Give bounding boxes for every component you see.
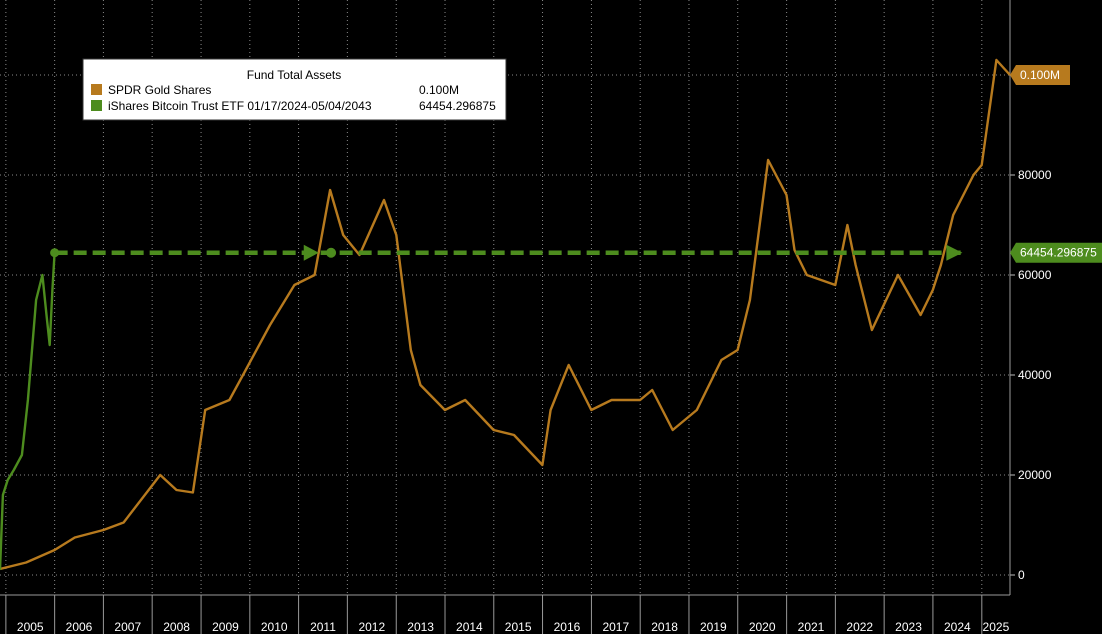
x-tick-label: 2020 — [749, 620, 776, 634]
value-tags: 0.100M 64454.296875 — [1010, 65, 1102, 263]
x-tick-label: 2025 — [983, 620, 1010, 634]
y-tick-label: 60000 — [1018, 268, 1052, 282]
series-layer — [0, 58, 1011, 571]
x-tick-label: 2013 — [407, 620, 434, 634]
gold-last-value-tag: 0.100M — [1020, 68, 1060, 82]
series-line-gold — [0, 58, 1011, 571]
x-tick-label: 2022 — [846, 620, 873, 634]
x-tick-label: 2019 — [700, 620, 727, 634]
legend-entry-bitcoin-value: 64454.296875 — [419, 99, 496, 113]
x-tick-label: 2014 — [456, 620, 483, 634]
x-tick-label: 2005 — [17, 620, 44, 634]
x-tick-label: 2015 — [505, 620, 532, 634]
legend-swatch-bitcoin — [91, 100, 102, 111]
legend-entry-gold-name: SPDR Gold Shares — [108, 83, 211, 97]
dashed-end-arrow — [946, 244, 963, 261]
y-axis: 0 20000 40000 60000 80000 — [1009, 0, 1052, 595]
x-tick-label: 2010 — [261, 620, 288, 634]
x-tick-label: 2017 — [602, 620, 629, 634]
x-tick-label: 2018 — [651, 620, 678, 634]
x-tick-label: 2012 — [358, 620, 385, 634]
x-axis: 2005 2006 2007 2008 2009 2010 2011 2012 2013 2014… — [0, 594, 1010, 634]
x-tick-label: 2011 — [310, 620, 336, 634]
legend-background — [82, 58, 507, 121]
y-tick-label: 20000 — [1018, 468, 1052, 482]
bitcoin-last-value-tag-background — [1010, 242, 1102, 263]
legend-box: Fund Total Assets SPDR Gold Shares 0.100… — [82, 58, 507, 121]
legend-swatch-gold — [91, 84, 102, 95]
x-tick-label: 2009 — [212, 620, 239, 634]
x-tick-label: 2021 — [798, 620, 825, 634]
y-tick-label: 0 — [1018, 568, 1025, 582]
legend-title: Fund Total Assets — [247, 68, 342, 82]
gold-last-value-tag-background — [1010, 65, 1070, 85]
dashed-mid-dot — [326, 247, 337, 258]
x-tick-label: 2008 — [163, 620, 190, 634]
bitcoin-last-value-tag: 64454.296875 — [1020, 246, 1097, 260]
series-line-bitcoin — [0, 252, 56, 571]
x-tick-label: 2006 — [66, 620, 93, 634]
y-tick-label: 40000 — [1018, 368, 1052, 382]
y-tick-label: 80000 — [1018, 168, 1052, 182]
x-tick-label: 2007 — [114, 620, 141, 634]
legend-entry-gold-value: 0.100M — [419, 83, 459, 97]
x-tick-label: 2024 — [944, 620, 971, 634]
x-tick-label: 2023 — [895, 620, 922, 634]
dashed-mid-arrow — [303, 244, 319, 261]
legend-entry-bitcoin-name: iShares Bitcoin Trust ETF 01/17/2024-05/… — [108, 99, 372, 113]
x-tick-label: 2016 — [554, 620, 581, 634]
